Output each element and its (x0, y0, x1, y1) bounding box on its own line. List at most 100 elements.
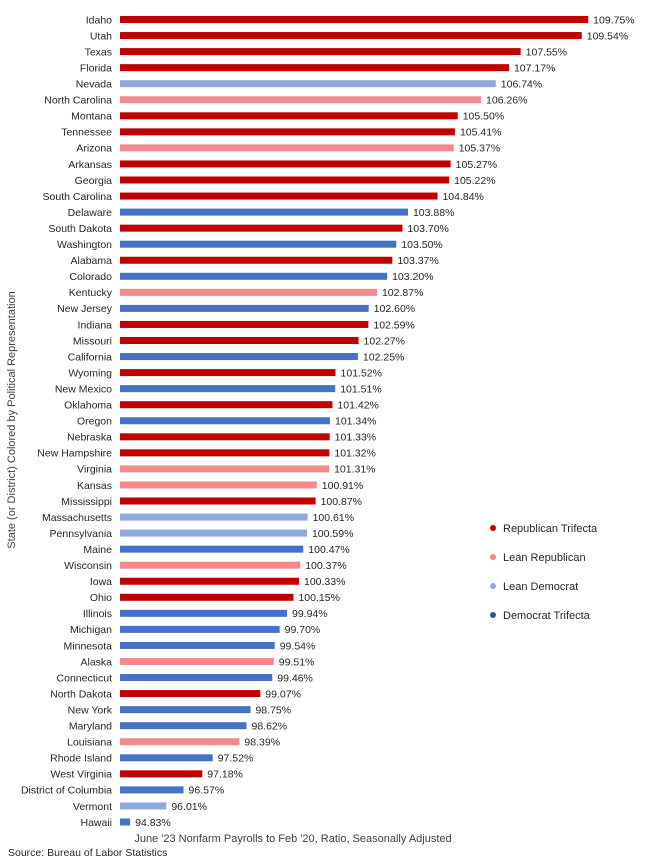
value-label-nevada: 106.74% (501, 79, 542, 91)
bar-pennsylvania (120, 529, 307, 537)
category-label-north-carolina: North Carolina (44, 95, 112, 107)
bar-north-dakota (120, 690, 261, 698)
category-label-michigan: Michigan (70, 624, 112, 636)
category-label-new-york: New York (68, 704, 113, 716)
bar-alaska (120, 658, 274, 665)
bar-arizona (120, 144, 454, 152)
source-note: Source: Bureau of Labor Statistics (8, 847, 168, 859)
bar-mississippi (120, 497, 316, 505)
category-label-new-hampshire: New Hampshire (37, 448, 112, 460)
value-label-washington: 103.50% (401, 239, 442, 251)
bar-missouri (120, 337, 359, 344)
bar-nebraska (120, 433, 330, 441)
value-label-rhode-island: 97.52% (218, 753, 254, 765)
value-label-georgia: 105.22% (454, 175, 495, 187)
value-label-connecticut: 99.46% (277, 672, 313, 684)
value-label-oklahoma: 101.42% (337, 400, 378, 412)
bar-new-jersey (120, 304, 369, 312)
category-label-iowa: Iowa (90, 576, 112, 588)
bar-arkansas (120, 160, 451, 168)
value-label-west-virginia: 97.18% (207, 769, 243, 781)
bar-kansas (120, 481, 317, 489)
legend-marker-democrat-trifecta (490, 612, 496, 618)
bar-indiana (120, 320, 369, 328)
bar-alabama (120, 256, 393, 264)
category-label-rhode-island: Rhode Island (50, 753, 112, 765)
category-label-missouri: Missouri (73, 335, 112, 347)
category-label-vermont: Vermont (73, 801, 112, 813)
bar-illinois (120, 609, 288, 617)
bar-georgia (120, 176, 450, 184)
bar-montana (120, 112, 458, 120)
category-label-oklahoma: Oklahoma (64, 400, 112, 412)
value-label-mississippi: 100.87% (321, 496, 362, 508)
value-label-north-dakota: 99.07% (265, 688, 301, 700)
bar-district-of-columbia (120, 786, 184, 794)
category-label-wisconsin: Wisconsin (64, 560, 112, 572)
legend: Republican Trifecta Lean Republican Lean D… (490, 523, 598, 622)
category-label-virginia: Virginia (77, 464, 112, 476)
value-label-arizona: 105.37% (459, 143, 500, 155)
bar-new-hampshire (120, 449, 330, 457)
bar-minnesota (120, 641, 275, 649)
category-label-texas: Texas (85, 46, 112, 58)
value-label-alaska: 99.51% (279, 656, 315, 668)
legend-label-lean-democrat: Lean Democrat (503, 581, 578, 593)
category-label-oregon: Oregon (77, 416, 112, 428)
bar-florida (120, 64, 509, 72)
value-label-pennsylvania: 100.59% (312, 528, 353, 540)
bar-louisiana (120, 738, 240, 746)
legend-label-republican-trifecta: Republican Trifecta (503, 523, 598, 535)
bar-texas (120, 48, 521, 56)
legend-marker-republican-trifecta (490, 525, 496, 531)
chart-rows: Idaho 109.75% Utah 109.54% Texas 107.55% Flori… (21, 14, 635, 828)
value-label-california: 102.25% (363, 351, 404, 363)
category-label-indiana: Indiana (78, 319, 113, 331)
category-label-utah: Utah (90, 30, 112, 42)
category-label-montana: Montana (71, 111, 112, 123)
bar-new-mexico (120, 385, 336, 393)
category-label-mississippi: Mississippi (61, 496, 112, 508)
bar-hawaii (120, 818, 131, 826)
bar-oklahoma (120, 401, 333, 409)
legend-marker-lean-democrat (490, 583, 496, 589)
value-label-michigan: 99.70% (285, 624, 321, 636)
value-label-colorado: 103.20% (392, 271, 433, 283)
category-label-alaska: Alaska (80, 656, 112, 668)
category-label-kentucky: Kentucky (69, 287, 113, 299)
bar-west-virginia (120, 770, 203, 778)
bar-vermont (120, 802, 167, 810)
value-label-new-hampshire: 101.32% (334, 448, 375, 460)
legend-label-lean-republican: Lean Republican (503, 552, 586, 564)
category-label-ohio: Ohio (90, 592, 112, 604)
value-label-idaho: 109.75% (593, 14, 634, 26)
category-label-maine: Maine (83, 544, 112, 556)
value-label-wyoming: 101.52% (341, 367, 382, 379)
category-label-west-virginia: West Virginia (51, 769, 113, 781)
value-label-arkansas: 105.27% (456, 159, 497, 171)
category-label-south-dakota: South Dakota (48, 223, 112, 235)
value-label-tennessee: 105.41% (460, 127, 501, 139)
category-label-alabama: Alabama (71, 255, 113, 267)
value-label-vermont: 96.01% (171, 801, 207, 813)
bar-new-york (120, 706, 251, 714)
bar-south-carolina (120, 192, 438, 200)
value-label-wisconsin: 100.37% (305, 560, 346, 572)
bar-iowa (120, 577, 299, 585)
value-label-oregon: 101.34% (335, 416, 376, 428)
bar-michigan (120, 625, 280, 633)
category-label-california: California (68, 351, 113, 363)
value-label-new-mexico: 101.51% (340, 383, 381, 395)
category-label-nevada: Nevada (76, 79, 112, 91)
value-label-nebraska: 101.33% (335, 432, 376, 444)
category-label-louisiana: Louisiana (67, 737, 112, 749)
category-label-nebraska: Nebraska (67, 432, 112, 444)
value-label-maine: 100.47% (308, 544, 349, 556)
value-label-south-dakota: 103.70% (407, 223, 448, 235)
bar-maryland (120, 722, 247, 730)
category-label-district-of-columbia: District of Columbia (21, 785, 112, 797)
bar-wyoming (120, 369, 336, 377)
legend-marker-lean-republican (490, 554, 496, 560)
category-label-arkansas: Arkansas (68, 159, 112, 171)
category-label-north-dakota: North Dakota (50, 688, 112, 700)
